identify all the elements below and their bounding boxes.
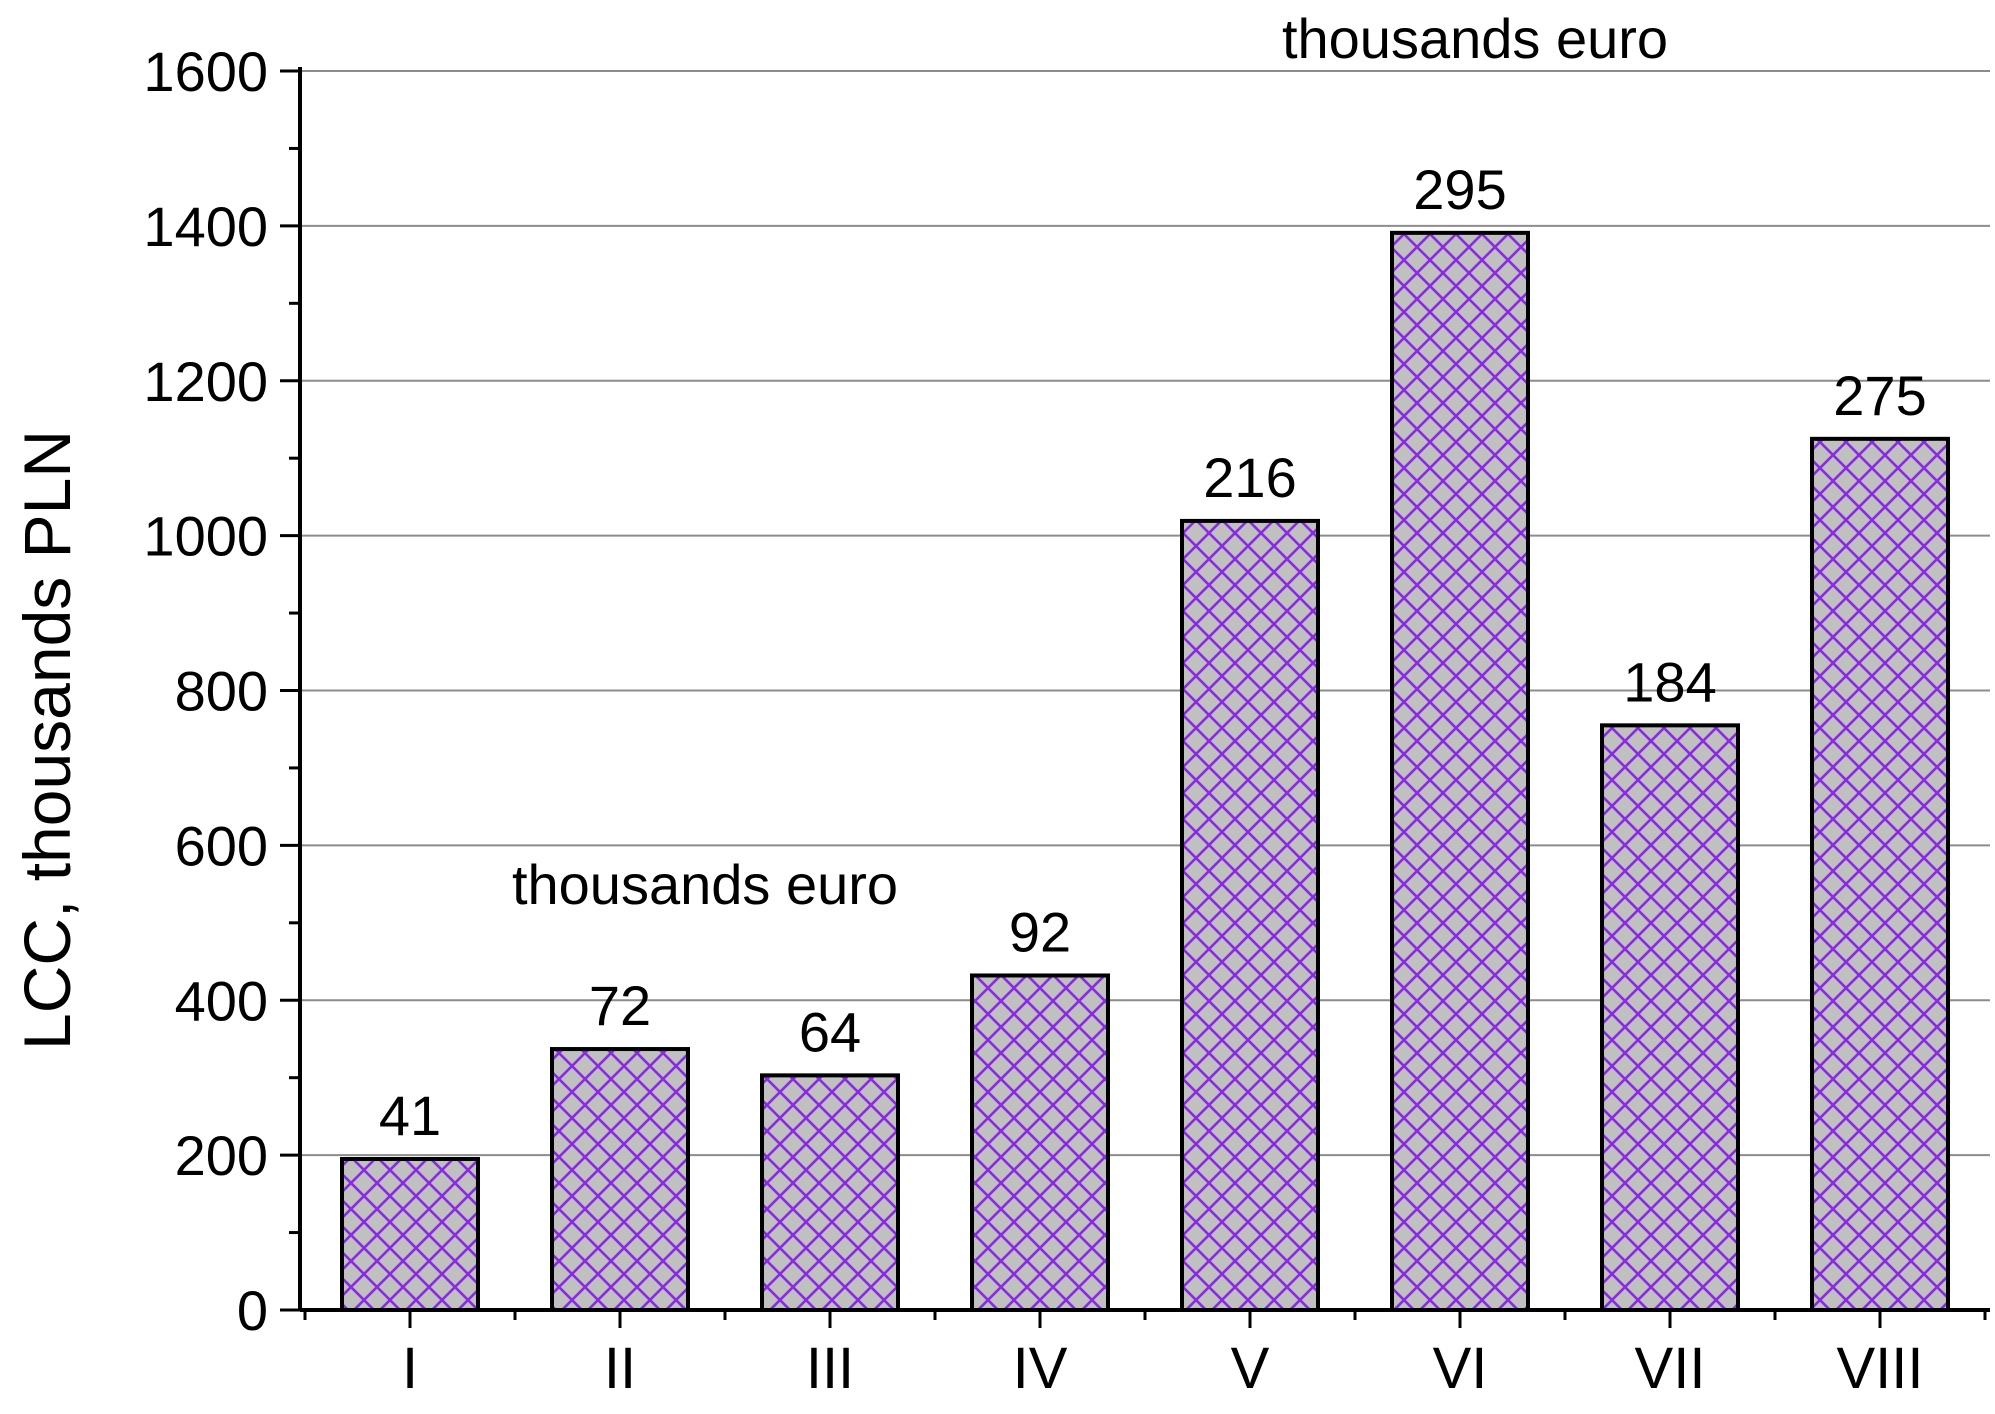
y-tick-label: 200 (175, 1124, 268, 1187)
data-label-I: 41 (379, 1084, 441, 1147)
y-tick-label: 1000 (143, 505, 268, 568)
x-tick-label-VI: VI (1433, 1336, 1488, 1401)
bar-V (1180, 518, 1320, 1312)
data-label-VIII: 275 (1833, 364, 1926, 427)
y-tick-label: 1400 (143, 195, 268, 258)
axes (280, 67, 1990, 1328)
x-tick-label-V: V (1231, 1336, 1270, 1401)
y-axis-label: LCC, thousands PLN (10, 430, 84, 1050)
annotation-lower: thousands euro (512, 853, 898, 916)
y-tick-label: 400 (175, 969, 268, 1032)
bar-III (760, 1073, 900, 1312)
data-label-II: 72 (589, 974, 651, 1037)
y-tick-label: 1600 (143, 40, 268, 103)
x-tick-label-I: I (402, 1336, 418, 1401)
data-label-V: 216 (1203, 446, 1296, 509)
x-tick-label-IV: IV (1013, 1336, 1068, 1401)
x-tick-label-VIII: VIII (1836, 1336, 1923, 1401)
data-label-III: 64 (799, 1000, 861, 1063)
y-tick-label: 1200 (143, 350, 268, 413)
x-tick-label-III: III (806, 1336, 854, 1401)
annotation-upper: thousands euro (1282, 7, 1668, 70)
bar-VII (1600, 723, 1740, 1312)
x-tick-label-VII: VII (1635, 1336, 1706, 1401)
gridlines (300, 70, 1990, 1157)
bar-I (340, 1156, 480, 1312)
data-label-VI: 295 (1413, 158, 1506, 221)
bar-VIII (1810, 436, 1950, 1312)
data-label-IV: 92 (1009, 900, 1071, 963)
y-tick-label: 600 (175, 814, 268, 877)
bars (340, 230, 1950, 1313)
data-label-VII: 184 (1623, 650, 1716, 713)
y-tick-label: 0 (237, 1279, 268, 1342)
bar-II (550, 1047, 690, 1313)
bar-IV (970, 973, 1110, 1312)
bar-VI (1390, 230, 1530, 1313)
labels: 41 I 72 II 64 III 92 IV 216 V 295 VI 184 VII 275 VIII 0 2… (143, 40, 1926, 1401)
x-tick-label-II: II (604, 1336, 636, 1401)
y-tick-label: 800 (175, 660, 268, 723)
